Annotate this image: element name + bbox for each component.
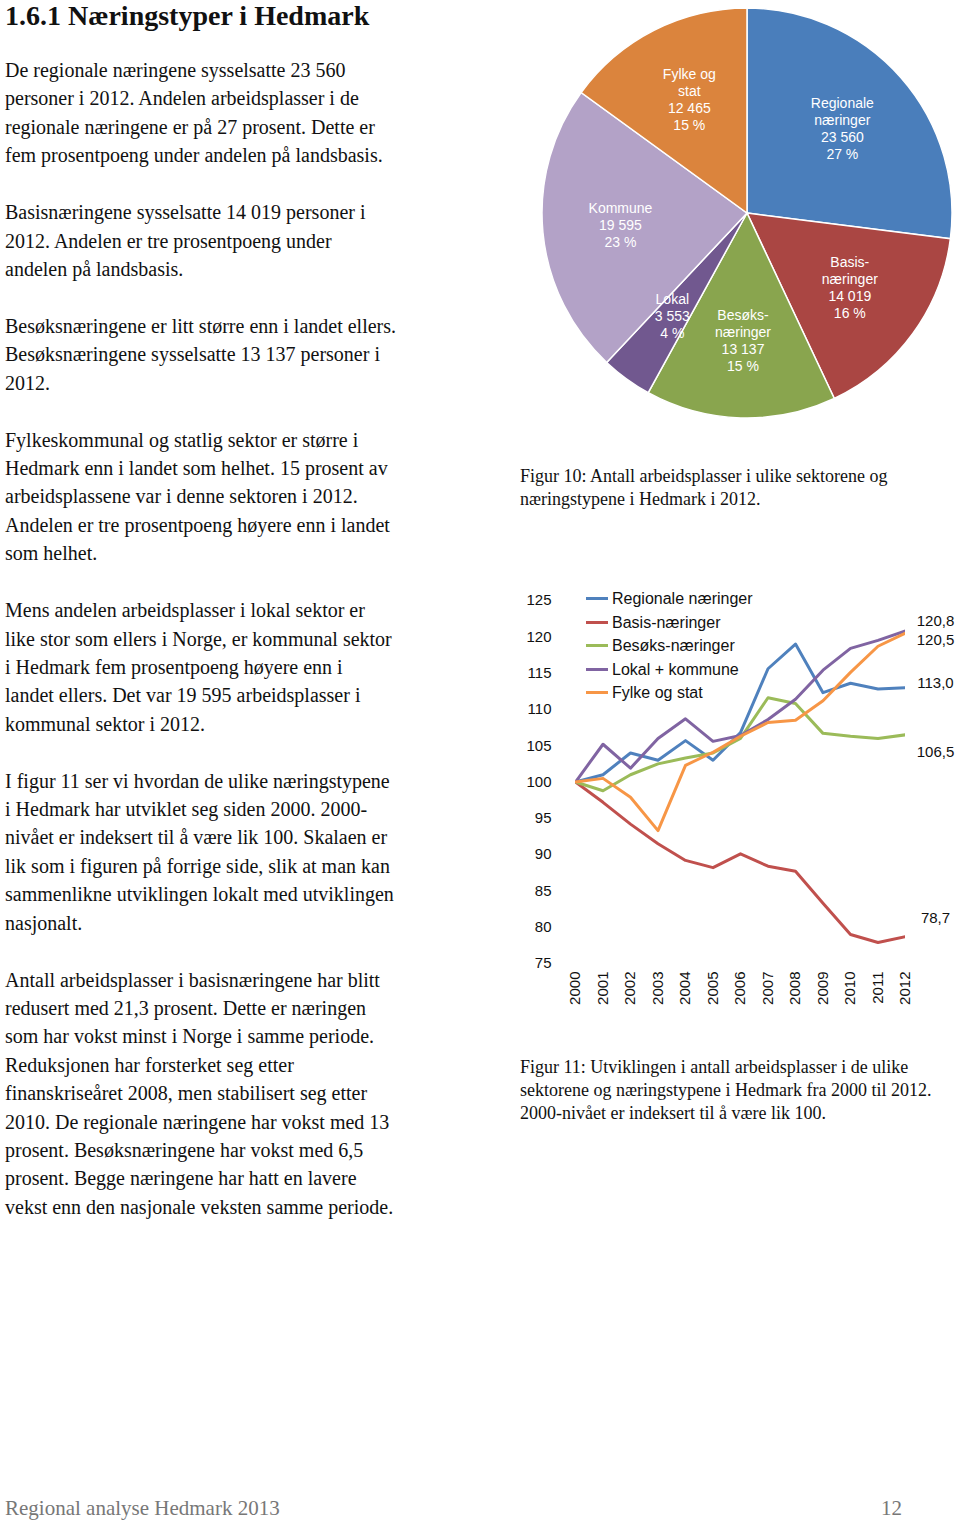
- html-text:fem prosentpoeng under andelen: fem prosentpoeng under andelen på landsb…: [5, 144, 383, 167]
- svg-text:106,5: 106,5: [917, 743, 955, 760]
- html-text:Antall arbeidsplasser i basisn: Antall arbeidsplasser i basisnæringene h…: [5, 968, 380, 991]
- svg-text:2012: 2012: [896, 972, 913, 1005]
- html-text:Reduksjonen har forsterket seg: Reduksjonen har forsterket seg etter: [5, 1053, 294, 1076]
- svg-text:2011: 2011: [869, 972, 886, 1004]
- html-text:De regionale næringene syssels: De regionale næringene sysselsatte 23 56…: [5, 59, 346, 81]
- svg-text:120,5: 120,5: [917, 631, 955, 648]
- html-text:I figur 11 ser vi hvordan de u: I figur 11 ser vi hvordan de ulike nærin…: [5, 769, 390, 792]
- svg-text:85: 85: [535, 882, 552, 899]
- svg-text:100: 100: [526, 773, 551, 790]
- svg-text:120: 120: [526, 628, 551, 645]
- svg-text:2003: 2003: [649, 972, 666, 1005]
- html-text:personer i 2012. Andelen arbei: personer i 2012. Andelen arbeidsplasser …: [5, 87, 359, 110]
- html-text:som helhet.: som helhet.: [5, 542, 98, 565]
- html-text:Regionale næringer: Regionale næringer: [612, 590, 753, 607]
- html-text:finanskriseåret 2008, men stab: finanskriseåret 2008, men stabilisert se…: [5, 1082, 368, 1105]
- html-text:2010. De regionale næringene h: 2010. De regionale næringene har vokst m…: [5, 1110, 390, 1133]
- html-text:kommunal sektor i 2012.: kommunal sektor i 2012.: [5, 712, 205, 735]
- svg-text:110: 110: [528, 700, 552, 717]
- svg-text:113,0: 113,0: [917, 674, 953, 691]
- svg-text:80: 80: [535, 918, 552, 935]
- html-text:2012.: 2012.: [5, 371, 50, 394]
- svg-text:115: 115: [528, 664, 552, 681]
- html-text:Basis-næringer: Basis-næringer: [612, 613, 721, 631]
- html-text:som har vokst minst i Norge i: som har vokst minst i Norge i samme peri…: [5, 1025, 374, 1048]
- html-text:vekst enn den nasjonale vekste: vekst enn den nasjonale veksten samme pe…: [5, 1195, 394, 1218]
- svg-text:2004: 2004: [676, 972, 693, 1005]
- html-text:Fylkeskommunal og statlig sekt: Fylkeskommunal og statlig sektor er stør…: [5, 428, 359, 451]
- svg-text:2009: 2009: [814, 972, 831, 1005]
- html-text:Hedmark enn i landet som helhe: Hedmark enn i landet som helhet. 15 pros…: [5, 457, 388, 479]
- html-text:2012. Andelen er tre prosentpo: 2012. Andelen er tre prosentpoeng under: [5, 229, 332, 252]
- svg-text:90: 90: [535, 845, 552, 862]
- html-text:i Hedmark fem prosentpoeng høy: i Hedmark fem prosentpoeng høyere enn i: [5, 655, 343, 678]
- html-text:nasjonalt.: nasjonalt.: [5, 911, 83, 934]
- svg-text:125: 125: [526, 591, 551, 608]
- html-text:lik som i figuren på forrige s: lik som i figuren på forrige side, slik …: [5, 854, 390, 877]
- svg-text:105: 105: [526, 737, 551, 754]
- html-text:nivået er indeksert til å være: nivået er indeksert til å være lik 100. …: [5, 826, 388, 849]
- html-text:Regional analyse Hedmark 2013: Regional analyse Hedmark 2013: [5, 1496, 280, 1520]
- html-text:Andelen er tre prosentpoeng hø: Andelen er tre prosentpoeng høyere enn i…: [5, 513, 390, 536]
- html-text:Besøks-næringer: Besøks-næringer: [612, 637, 735, 654]
- html-text:Basisnæringene sysselsatte 14: Basisnæringene sysselsatte 14 019 person…: [5, 201, 366, 224]
- html-text:Lokal + kommune: Lokal + kommune: [612, 660, 739, 678]
- svg-text:120,8: 120,8: [917, 612, 955, 629]
- html-text:1.6.1 Næringstyper i Hedmark: 1.6.1 Næringstyper i Hedmark: [5, 0, 370, 31]
- html-text:i Hedmark har utviklet seg sid: i Hedmark har utviklet seg siden 2000. 2…: [5, 798, 368, 820]
- svg-text:Regionalenæringer23 56027 %: Regionalenæringer23 56027 %: [811, 95, 874, 162]
- svg-text:Fylke ogstat12 46515 %: Fylke ogstat12 46515 %: [663, 66, 716, 133]
- html-text:prosent. Besøksnæringene har v: prosent. Besøksnæringene har vokst med 6…: [5, 1139, 364, 1161]
- html-text:prosent. Begge næringene har h: prosent. Begge næringene har hatt en lav…: [5, 1167, 357, 1190]
- svg-text:2010: 2010: [841, 972, 858, 1005]
- html-text:sammenlikne utviklingen lokalt: sammenlikne utviklingen lokalt med utvik…: [5, 883, 394, 906]
- svg-text:78,7: 78,7: [921, 909, 950, 926]
- html-text:Figur 10: Antall arbeidsplasse: Figur 10: Antall arbeidsplasser i ulike …: [520, 466, 888, 509]
- svg-text:75: 75: [535, 954, 552, 971]
- svg-text:2002: 2002: [621, 972, 638, 1005]
- html-text:regionale næringene er på 27 p: regionale næringene er på 27 prosent. De…: [5, 115, 375, 138]
- html-text:Fylke og stat: Fylke og stat: [612, 684, 703, 701]
- html-text:redusert med 21,3 prosent. Det: redusert med 21,3 prosent. Dette er næri…: [5, 997, 366, 1019]
- svg-text:2001: 2001: [594, 972, 611, 1005]
- html-text:andelen på landsbasis.: andelen på landsbasis.: [5, 257, 184, 280]
- html-text:like stor som ellers i Norge,: like stor som ellers i Norge, er kommuna…: [5, 627, 392, 650]
- svg-text:2000: 2000: [566, 972, 583, 1005]
- svg-text:Besøks-næringer13 13715 %: Besøks-næringer13 13715 %: [715, 307, 771, 374]
- svg-text:95: 95: [535, 809, 552, 826]
- html-text:arbeidsplassene var i denne se: arbeidsplassene var i denne sektoren i 2…: [5, 485, 358, 508]
- svg-text:2007: 2007: [759, 972, 776, 1005]
- html-text:landet ellers. Det var 19 595: landet ellers. Det var 19 595 arbeidspla…: [5, 684, 361, 707]
- svg-text:Kommune19 59523 %: Kommune19 59523 %: [589, 200, 653, 250]
- html-text:Figur 11: Utviklingen i antall: Figur 11: Utviklingen i antall arbeidspl…: [520, 1057, 932, 1123]
- svg-text:2008: 2008: [786, 972, 803, 1005]
- html-text:Besøksnæringene er litt større: Besøksnæringene er litt større enn i lan…: [5, 314, 396, 337]
- svg-text:2006: 2006: [731, 972, 748, 1005]
- html-text:Besøksnæringene sysselsatte 13: Besøksnæringene sysselsatte 13 137 perso…: [5, 343, 380, 366]
- html-text:Mens andelen arbeidsplasser i: Mens andelen arbeidsplasser i lokal sekt…: [5, 599, 365, 622]
- html-text:12: 12: [881, 1496, 902, 1520]
- svg-text:Lokal3 5534 %: Lokal3 5534 %: [655, 291, 690, 341]
- svg-text:2005: 2005: [704, 972, 721, 1005]
- svg-text:Basis-næringer14 01916 %: Basis-næringer14 01916 %: [822, 254, 878, 321]
